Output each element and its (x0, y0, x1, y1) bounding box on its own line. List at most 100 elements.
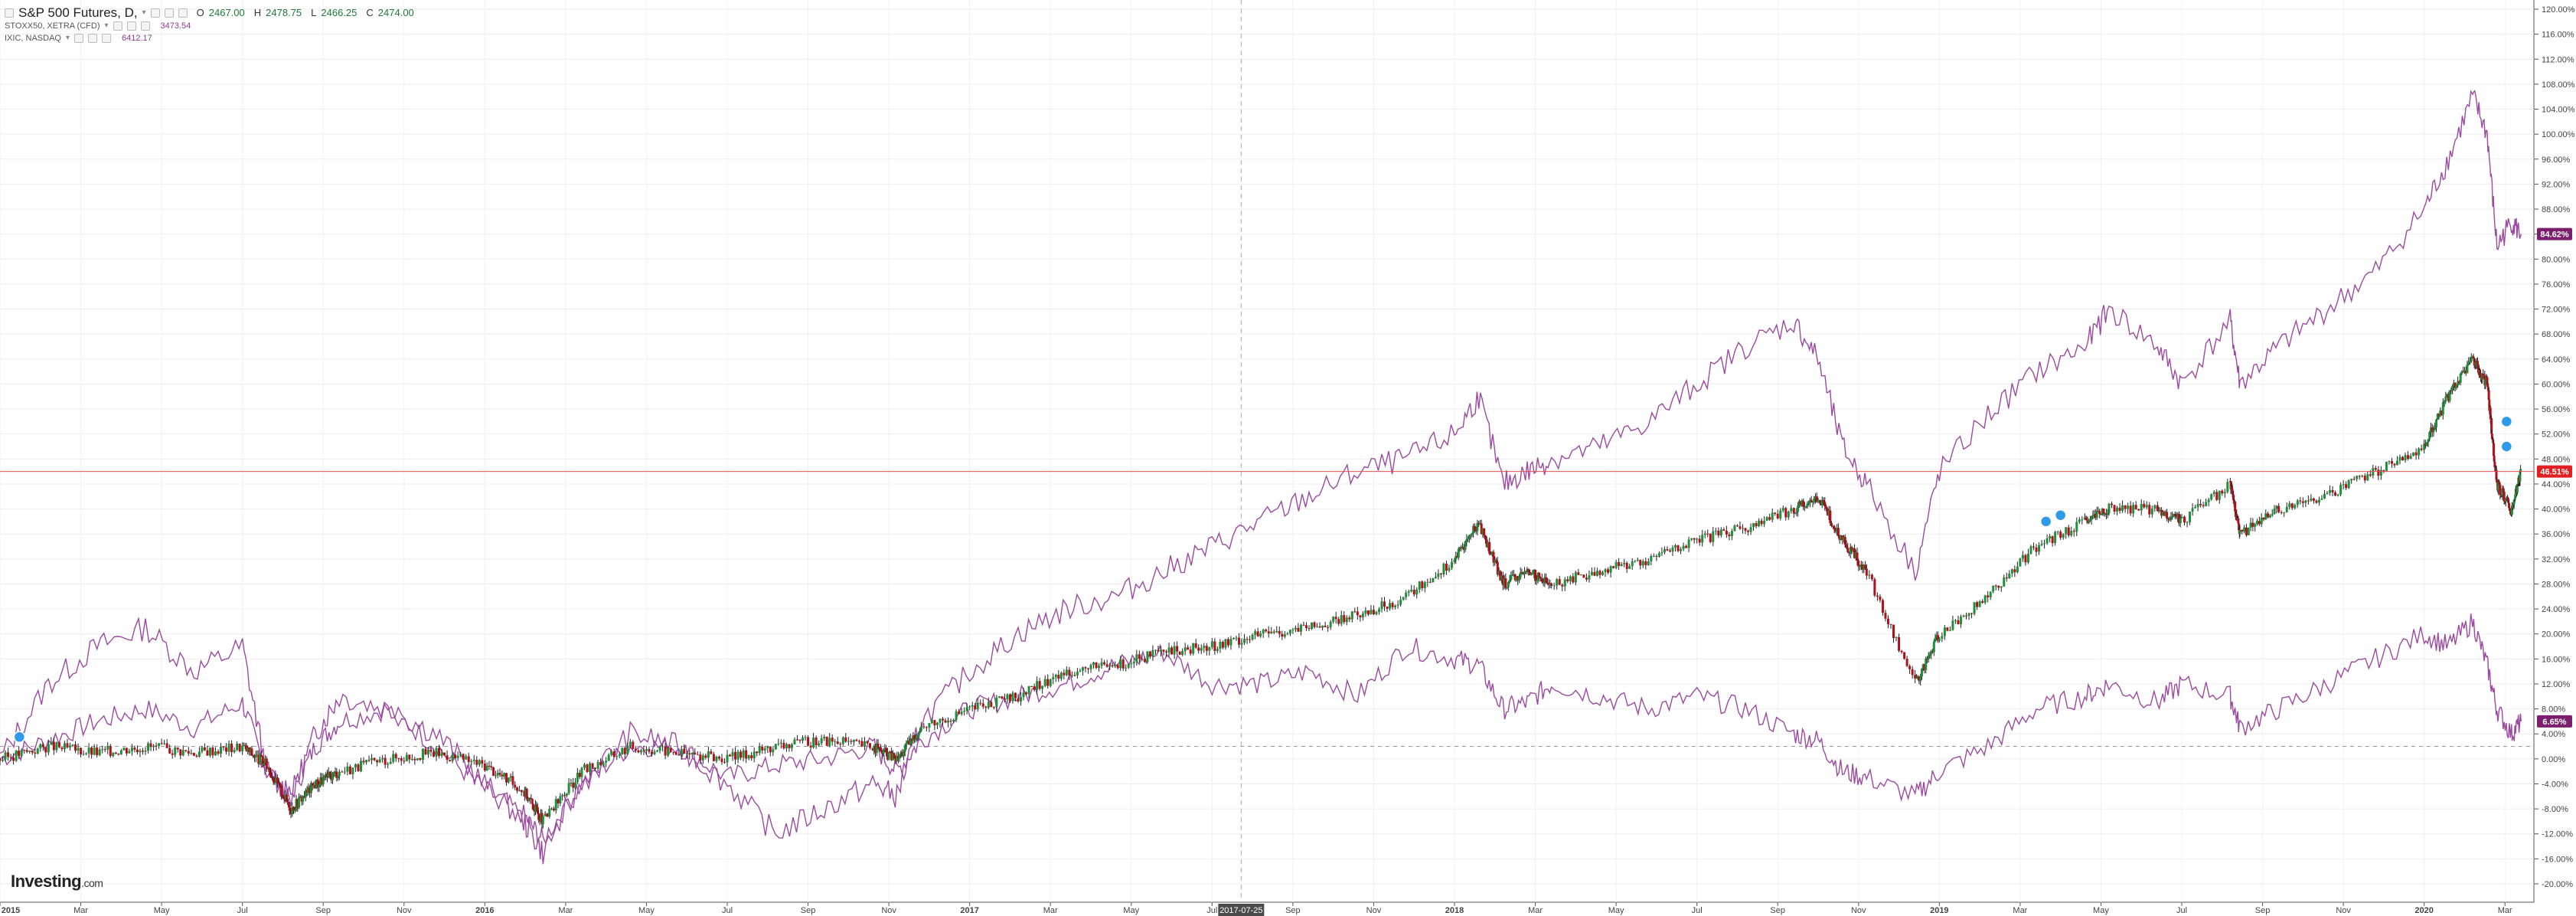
candle-body (31, 750, 34, 753)
candle-body (1535, 580, 1538, 581)
main-symbol-name[interactable]: S&P 500 Futures, D, (18, 5, 138, 20)
candle-body (1735, 525, 1739, 527)
candle-body (2124, 505, 2127, 509)
badge-stoxx50-box (2537, 715, 2572, 728)
visibility-icon[interactable] (164, 8, 174, 18)
candle-body (623, 748, 626, 754)
compare-symbol-stoxx[interactable]: STOXX50, XETRA (CFD) (5, 21, 100, 31)
chevron-down-icon[interactable]: ▾ (142, 8, 146, 17)
main-symbol-row[interactable]: S&P 500 Futures, D, ▾ O 2467.00 H 2478.75 … (5, 6, 414, 20)
candle-body (1962, 615, 1965, 617)
compare-symbol-ixic[interactable]: IXIC, NASDAQ (5, 34, 61, 43)
candle-body (1495, 560, 1498, 562)
visibility-icon[interactable] (88, 34, 97, 43)
candle-body (1650, 555, 1653, 561)
candle-body (812, 738, 815, 748)
candle-body (552, 808, 555, 811)
candle-body (1804, 506, 1807, 508)
candle-body (2176, 513, 2179, 518)
candle-body (2196, 503, 2199, 508)
candle-body (438, 748, 441, 757)
candle-body (532, 803, 535, 810)
candle-body (1467, 538, 1470, 540)
candle-body (1948, 630, 1951, 631)
candle-body (667, 748, 670, 756)
close-icon[interactable] (102, 34, 111, 43)
candle-body (2414, 452, 2418, 456)
candle-body (742, 750, 745, 758)
candle-body (1246, 639, 1249, 640)
candle-body (68, 745, 71, 748)
chevron-down-icon[interactable]: ▾ (104, 21, 109, 30)
chevron-down-icon[interactable]: ▾ (65, 34, 70, 42)
candle-body (632, 741, 635, 749)
candle-body (1063, 672, 1066, 676)
candle-body (612, 751, 615, 757)
collapse-icon[interactable] (5, 8, 14, 18)
candle-body (256, 754, 259, 756)
close-icon[interactable] (178, 8, 188, 18)
candle-body (1343, 615, 1346, 623)
x-tick-label: 2020 (2414, 906, 2433, 915)
candle-body (802, 738, 805, 741)
candle-body (322, 777, 325, 785)
candle-body (1065, 669, 1068, 676)
settings-icon[interactable] (74, 34, 83, 43)
candle-body (992, 707, 995, 708)
candle-body (1889, 623, 1892, 625)
candle-body (50, 741, 53, 744)
candle-body (1545, 577, 1548, 583)
candle-body (2444, 396, 2447, 402)
candle-body (933, 720, 936, 725)
candle-body (1167, 647, 1170, 653)
candle-body (930, 720, 933, 724)
candle-body (1852, 548, 1855, 551)
x-tick-label: Mar (1043, 906, 1058, 915)
candle-body (1127, 663, 1130, 668)
settings-icon[interactable] (113, 21, 122, 31)
candle-body (130, 748, 133, 751)
candle-body (1976, 602, 1979, 607)
candle-body (1272, 631, 1275, 633)
candle-body (1530, 573, 1533, 576)
candle-body (1833, 525, 1836, 530)
candle-body (958, 711, 961, 715)
candle-body (672, 751, 675, 753)
candle-body (296, 799, 299, 808)
candle-body (2212, 492, 2215, 495)
compare-value-stoxx: 3473.54 (160, 21, 191, 31)
candle-body (1752, 522, 1755, 528)
candle-body (1859, 564, 1863, 566)
candle-body (2503, 492, 2506, 502)
candle-body (919, 726, 922, 731)
candle-body (599, 761, 602, 766)
candle-body (2102, 509, 2105, 514)
candle-body (1923, 664, 1926, 670)
visibility-icon[interactable] (126, 21, 136, 31)
close-icon[interactable] (140, 21, 150, 31)
candle-body (152, 745, 155, 748)
candle-body (238, 744, 241, 752)
candle-body (1978, 601, 1981, 607)
candle-body (449, 759, 452, 761)
candle-body (1845, 545, 1848, 548)
candle-body (2221, 490, 2224, 494)
candle-body (2326, 492, 2329, 494)
candle-body (2180, 516, 2183, 519)
compare-row-stoxx[interactable]: STOXX50, XETRA (CFD) ▾ 3473.54 (5, 20, 414, 32)
candle-body (109, 745, 112, 757)
candle-body (408, 754, 411, 760)
candle-body (1598, 571, 1601, 575)
candle-body (2486, 387, 2489, 391)
settings-icon[interactable] (150, 8, 160, 18)
candle-body (1550, 583, 1553, 586)
badge-sp500-box (2537, 465, 2572, 478)
candle-body (935, 722, 939, 725)
candle-body (147, 743, 150, 751)
compare-row-ixic[interactable]: IXIC, NASDAQ ▾ 6412.17 (5, 32, 414, 44)
candle-body (2443, 401, 2446, 403)
candle-body (544, 813, 547, 816)
candle-body (2088, 520, 2091, 523)
y-tick-label: 40.00% (2542, 505, 2571, 515)
